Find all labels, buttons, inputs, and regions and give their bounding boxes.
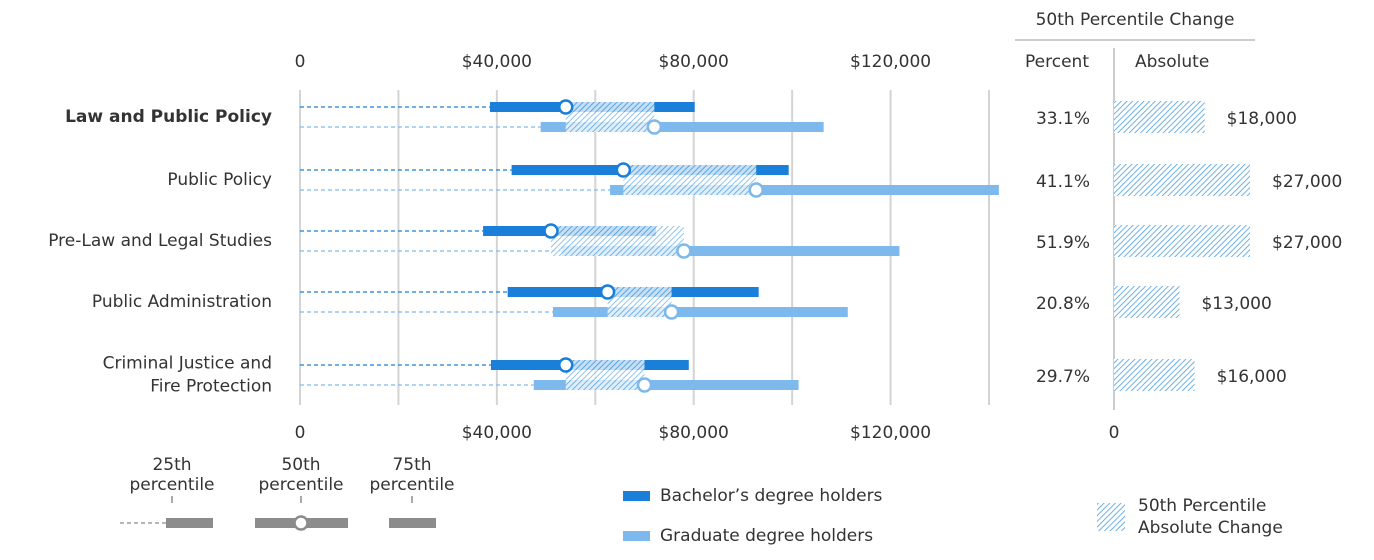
x-tick-label-bottom: 0 — [295, 423, 306, 443]
range-bar — [561, 246, 900, 256]
legend-bar — [166, 518, 213, 528]
median-marker — [676, 243, 692, 259]
legend-swatch — [623, 491, 650, 501]
absolute-bar — [1114, 164, 1250, 196]
absolute-bar — [1114, 225, 1250, 257]
x-tick-label-bottom: $120,000 — [850, 423, 931, 443]
category-label: Law and Public Policy — [65, 107, 272, 127]
percent-label: 41.1% — [1036, 172, 1090, 192]
absolute-label: $13,000 — [1201, 294, 1271, 314]
legend-label: Graduate degree holders — [660, 526, 873, 546]
legend-hatch — [1097, 503, 1125, 531]
median-marker — [646, 119, 663, 135]
absolute-bar — [1114, 286, 1180, 318]
change-title: 50th Percentile Change — [1036, 10, 1235, 30]
category-label: Public Administration — [92, 292, 272, 312]
median-marker — [748, 182, 764, 198]
legend-swatch — [623, 531, 650, 541]
percent-label: 20.8% — [1036, 294, 1090, 314]
legend-label: Bachelor’s degree holders — [660, 486, 883, 506]
x-tick-label-bottom: $80,000 — [659, 423, 729, 443]
percentile-legend-label: 75th percentile — [369, 455, 454, 495]
percent-label: 33.1% — [1036, 109, 1090, 129]
absolute-label: $18,000 — [1227, 109, 1297, 129]
absolute-label: $27,000 — [1272, 233, 1342, 253]
median-change — [550, 226, 684, 256]
x-tick-label-top: 0 — [295, 52, 306, 72]
median-marker — [663, 304, 680, 320]
category-label: Criminal Justice and Fire Protection — [103, 354, 272, 397]
percent-heading: Percent — [1025, 52, 1089, 72]
range-bar — [610, 185, 999, 195]
percentile-legend-label: 25th percentile — [129, 455, 214, 495]
median-change — [565, 102, 655, 132]
median-marker — [615, 162, 632, 178]
absolute-label: $16,000 — [1217, 367, 1287, 387]
legend-bar — [389, 518, 436, 528]
range-bar — [540, 122, 824, 132]
median-change — [623, 165, 757, 195]
percent-label: 51.9% — [1036, 233, 1090, 253]
category-label: Public Policy — [167, 170, 272, 190]
median-marker — [558, 99, 574, 115]
median-marker — [636, 377, 653, 393]
absolute-bar — [1114, 359, 1195, 391]
percentile-legend-label: 50th percentile — [258, 455, 343, 495]
x-tick-label-bottom: $40,000 — [462, 423, 532, 443]
x-tick-label-top: $40,000 — [462, 52, 532, 72]
x-tick-label-top: $120,000 — [850, 52, 931, 72]
median-change — [565, 360, 645, 390]
median-marker — [543, 223, 559, 239]
change-legend-label: 50th Percentile Absolute Change — [1138, 496, 1283, 538]
category-label: Pre-Law and Legal Studies — [48, 231, 272, 251]
range-bar — [533, 380, 799, 390]
median-marker — [599, 284, 616, 300]
absolute-bar — [1114, 101, 1205, 133]
median-marker — [558, 357, 574, 373]
range-bar — [552, 307, 848, 317]
absolute-label: $27,000 — [1272, 172, 1342, 192]
percent-label: 29.7% — [1036, 367, 1090, 387]
absolute-heading: Absolute — [1135, 52, 1209, 72]
x-tick-label-top: $80,000 — [659, 52, 729, 72]
change-tick-label: 0 — [1109, 423, 1120, 443]
legend-marker — [293, 515, 309, 531]
median-change — [607, 287, 672, 317]
